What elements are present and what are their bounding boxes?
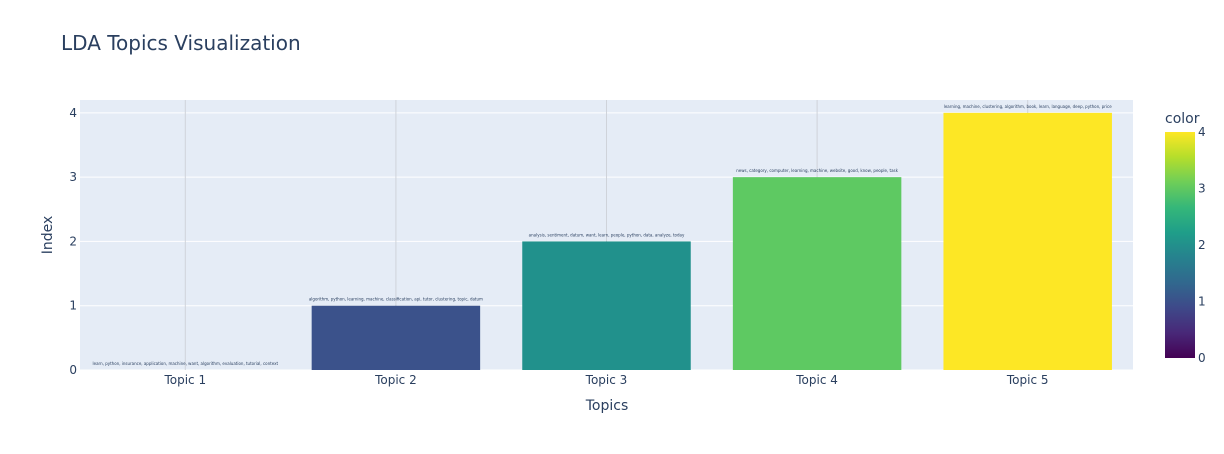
colorbar-tick-label: 4: [1198, 125, 1206, 139]
x-axis-title: Topics: [585, 398, 629, 414]
chart-title: LDA Topics Visualization: [61, 31, 301, 55]
y-axis-title: Index: [40, 216, 56, 255]
x-tick-label: Topic 5: [1006, 373, 1049, 387]
y-tick-label: 4: [69, 106, 77, 120]
colorbar-tick-label: 3: [1198, 182, 1206, 196]
y-tick-label: 2: [69, 234, 77, 248]
bar-5: [943, 112, 1112, 370]
bar-label-3: analysis, sentiment, datum, want, learn,…: [529, 232, 685, 237]
colorbar: color 0 1 2 3 4: [1165, 111, 1206, 365]
bar-labels: learn, python, insurance, application, m…: [93, 104, 1113, 366]
y-tick-label: 1: [69, 299, 77, 313]
x-tick-label: Topic 3: [585, 373, 628, 387]
x-tick-label: Topic 4: [795, 373, 838, 387]
y-tick-label: 3: [69, 170, 77, 184]
colorbar-gradient: [1165, 132, 1195, 358]
bar-label-1: learn, python, insurance, application, m…: [93, 361, 279, 366]
bar-label-5: learning, machine, clustering, algorithm…: [944, 104, 1112, 109]
colorbar-tick-label: 0: [1198, 351, 1206, 365]
y-tick-label: 0: [69, 363, 77, 377]
bar-2: [311, 305, 481, 370]
colorbar-title: color: [1165, 111, 1200, 127]
bars: [311, 112, 1112, 370]
colorbar-tick-label: 1: [1198, 295, 1206, 309]
x-tick-label: Topic 1: [163, 373, 206, 387]
bar-label-2: algorithm, python, learning, machine, cl…: [309, 297, 483, 302]
x-tick-label: Topic 2: [374, 373, 417, 387]
colorbar-tick-label: 2: [1198, 238, 1206, 252]
bar-label-4: news, category, computer, learning, mach…: [736, 168, 898, 173]
bar-3: [522, 241, 691, 370]
y-axis-ticks: 0 1 2 3 4: [69, 106, 77, 377]
bar-4: [732, 177, 902, 370]
x-axis-ticks: Topic 1 Topic 2 Topic 3 Topic 4 Topic 5: [163, 373, 1048, 387]
